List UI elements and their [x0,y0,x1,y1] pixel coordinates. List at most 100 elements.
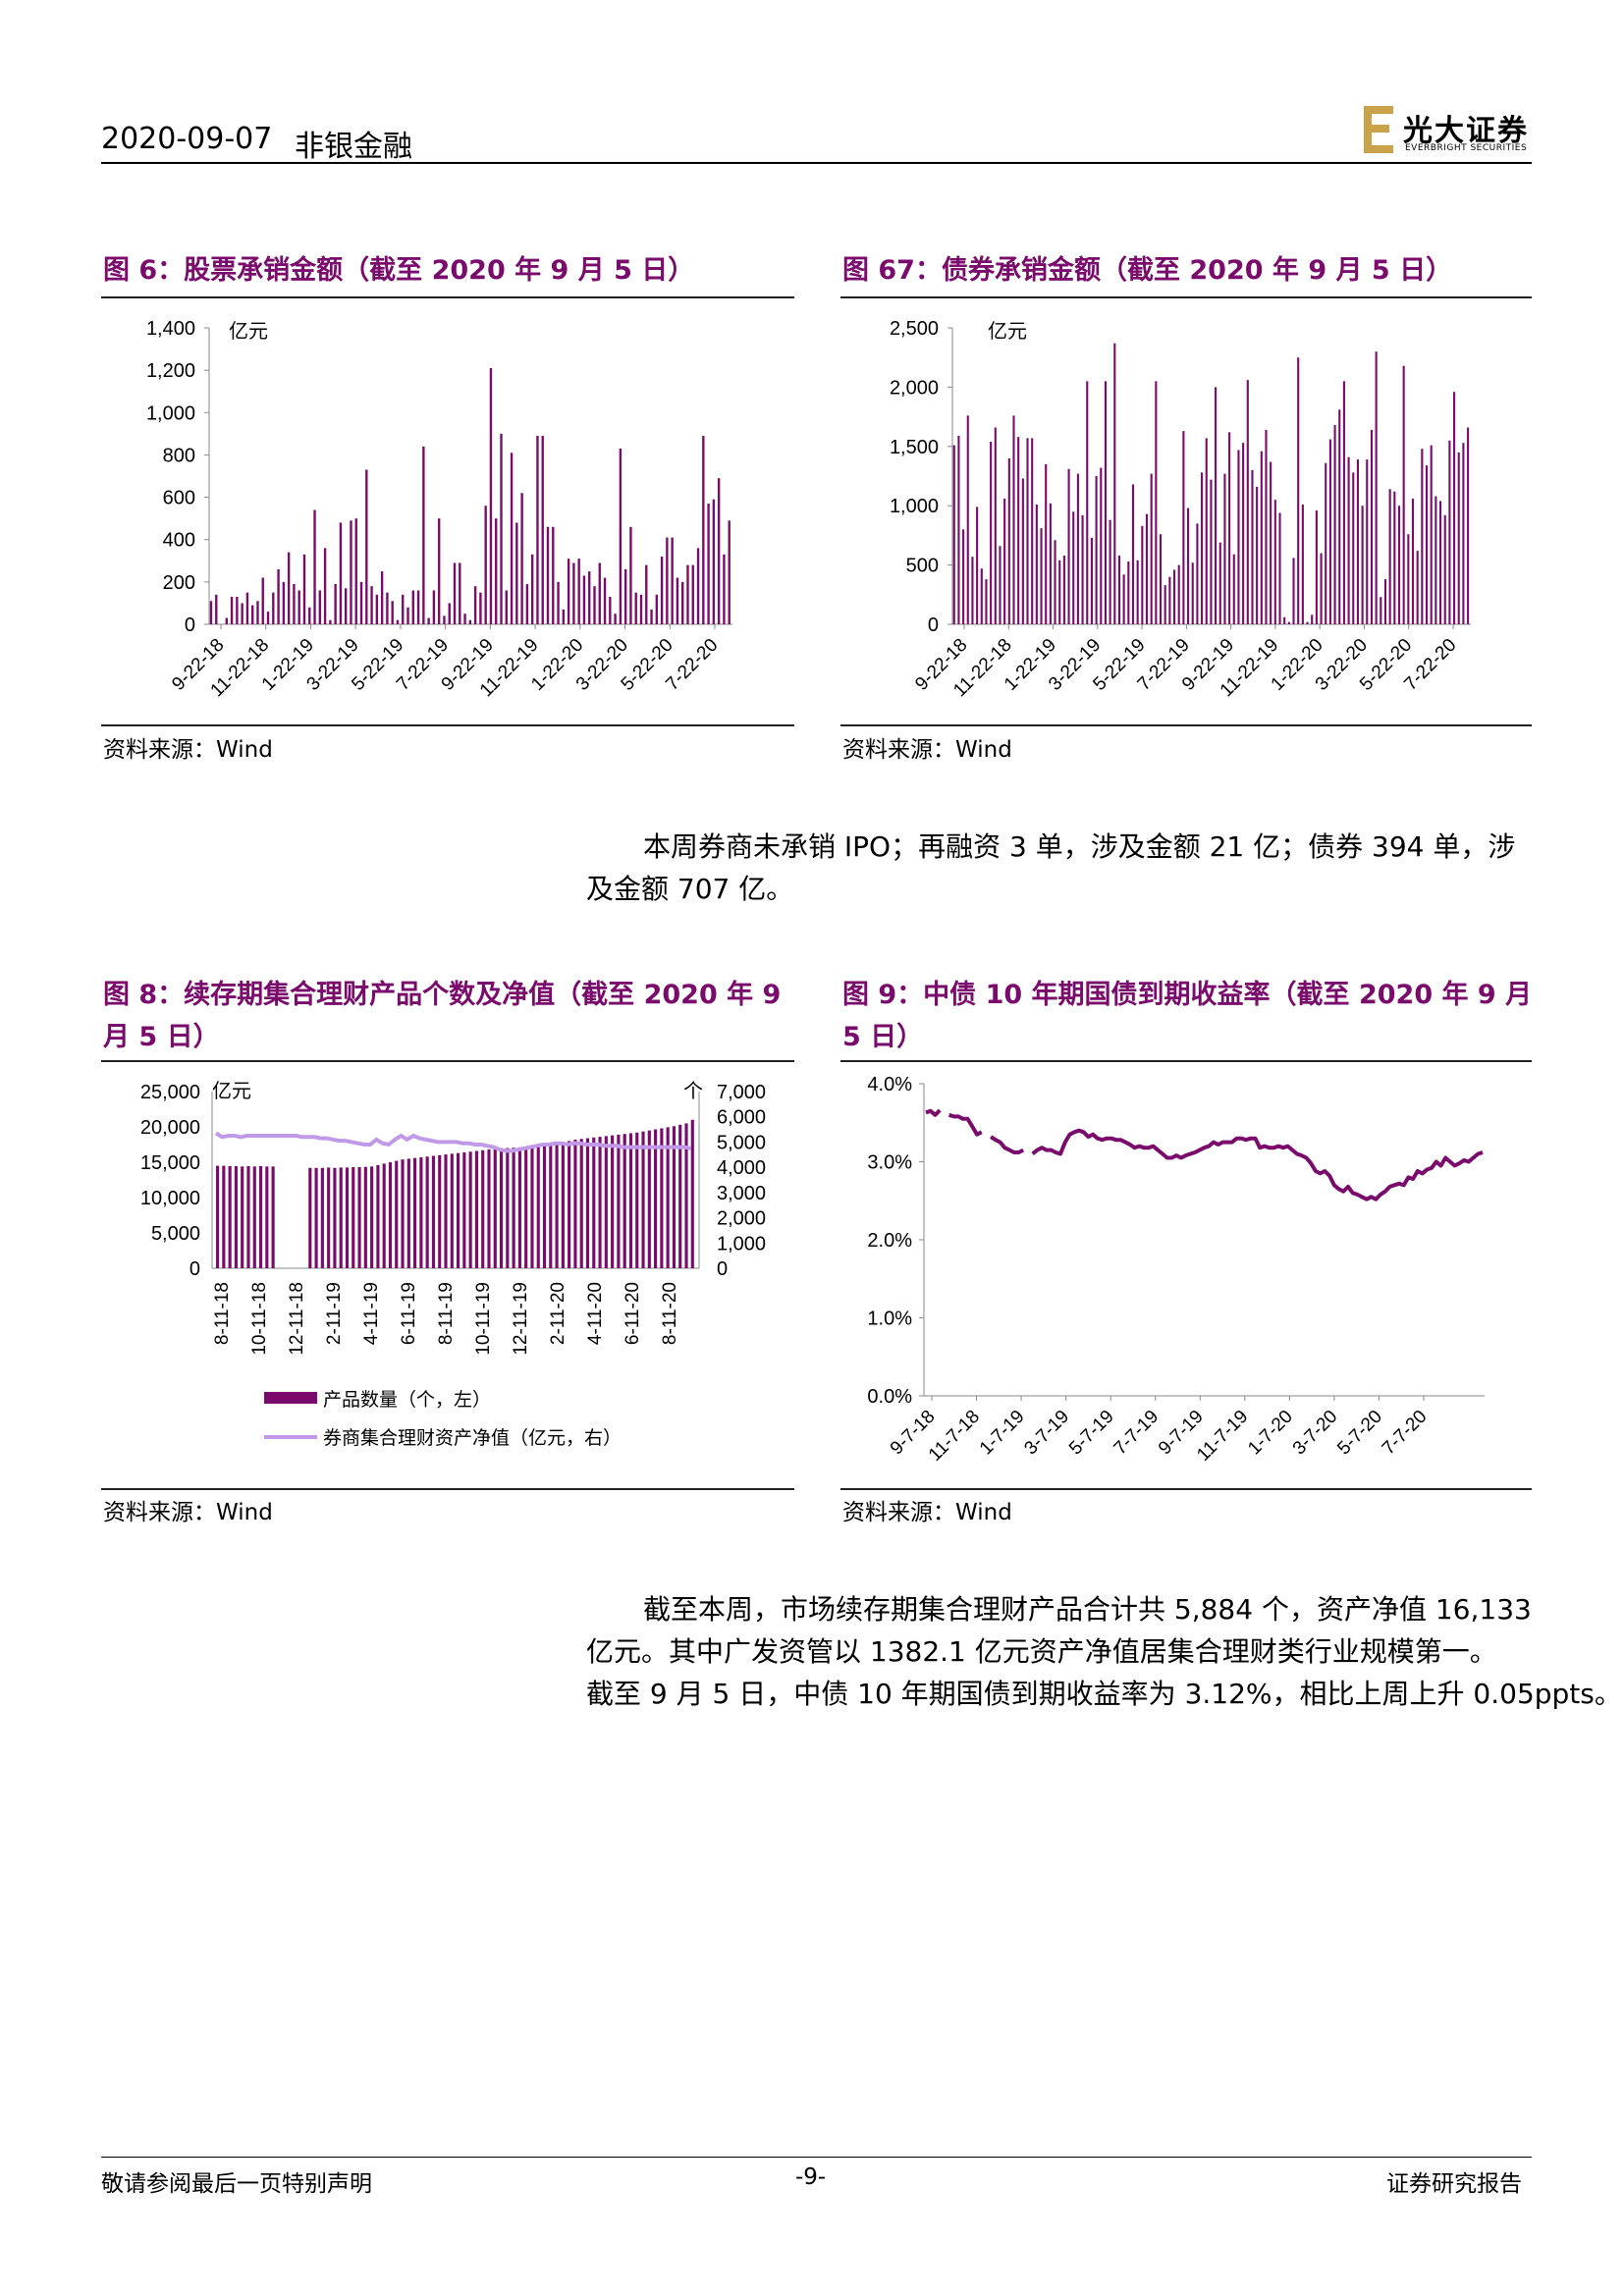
fig67-bar [1333,425,1336,624]
fig8-left-tick: 0 [189,1258,200,1280]
fig8-bar [265,1166,269,1268]
fig67-bar [1438,501,1442,624]
fig67-bar [1462,443,1465,624]
fig67-bar [1380,597,1382,624]
fig67-bar [1054,540,1056,624]
fig67-bar [1172,569,1176,624]
fig8-right-tick: 4,000 [717,1157,766,1179]
fig6-bar [402,594,405,624]
fig6-bar [344,588,348,624]
fig8-bar [425,1156,429,1268]
fig6-bar [645,564,648,624]
fig6-bar [623,568,627,624]
fig8-xtick-label: 4-11-19 [361,1282,382,1345]
fig8-right-tick: 3,000 [717,1183,766,1204]
fig6-bar [334,584,337,624]
fig6-bar [639,594,643,624]
para2-line2: 亿元。其中广发资管以 1382.1 亿元资产净值居集合理财类行业规模第一。 [586,1635,1497,1668]
fig67-chart: 2,5002,0001,5001,0005000亿元9-22-1811-22-1… [890,318,1471,701]
fig6-bar [375,594,379,624]
fig8-bar [628,1133,633,1268]
fig6-bar [209,601,213,624]
fig6-bar [619,448,623,624]
fig8-legend-line-label: 券商集合理财资产净值（亿元，右） [323,1427,622,1449]
fig8-left-tick: 15,000 [140,1152,200,1174]
fig67-bar [1164,585,1166,624]
fig9-bottom-rule [840,1488,1532,1490]
fig6-bar [572,562,575,624]
fig67-bar [990,441,993,624]
fig8-bar [647,1130,651,1268]
fig9-source: 资料来源：Wind [842,1500,1012,1525]
fig67-bar [1443,514,1446,624]
fig8-bar [549,1145,553,1268]
fig8-bottom-rule [101,1488,794,1490]
fig8-bar [382,1163,386,1268]
fig67-bar [1388,489,1391,624]
fig6-top-rule [101,296,794,298]
fig8-left-tick: 25,000 [140,1082,200,1103]
fig8-bar [320,1167,324,1268]
fig67-bar [1320,553,1323,624]
fig8-left-tick: 20,000 [140,1117,200,1139]
fig6-bar [215,594,218,624]
fig67-bar [1177,564,1180,624]
fig6-bar [463,614,466,624]
fig67-bar [1251,469,1254,624]
fig6-bar [256,601,259,624]
fig67-bar [1062,555,1065,624]
fig6-bar [225,617,228,624]
fig67-bar [1297,357,1300,624]
fig67-bar [1122,574,1125,624]
fig8-bar [542,1145,547,1268]
fig6-bar [696,548,700,624]
fig67-bar [962,529,965,624]
fig67-bar [1315,510,1318,624]
fig6-ytick-label: 1,000 [146,402,195,424]
fig67-bar [1215,387,1218,624]
fig8-bar [327,1167,331,1268]
fig8-xtick-label: 10-11-18 [249,1282,270,1356]
fig6-bar [723,554,726,624]
fig67-bar [1145,513,1149,624]
fig8-left-tick: 5,000 [151,1223,200,1245]
fig67-bar [1007,457,1010,624]
fig67-bar [1159,534,1163,624]
fig6-bar [396,619,400,624]
fig6-bar [329,619,332,624]
fig8-bar [345,1167,350,1268]
fig6-bar [230,596,234,624]
fig8-line [214,1131,692,1153]
fig6-bar [495,518,498,624]
fig67-bar [1035,504,1038,624]
fig67-bar [1467,427,1470,624]
fig8-bar [388,1162,393,1268]
fig6-bar [686,564,689,624]
fig6-ytick-label: 400 [163,530,195,552]
fig8-xtick-label: 2-11-19 [324,1282,345,1345]
fig67-bar [1237,450,1240,624]
fig6-bar [557,581,560,624]
fig8-bar [258,1165,263,1268]
fig6-bar [598,562,601,624]
fig8-bar [536,1146,540,1268]
fig67-bar [1278,512,1281,624]
fig67-bar [1021,478,1024,624]
fig8-bar [252,1166,256,1268]
fig6-bar [302,554,306,624]
fig8-bar [654,1129,658,1268]
fig8-bar [660,1128,664,1268]
fig8-bar [684,1123,688,1268]
fig9-xtick-label: 1-7-20 [1244,1407,1297,1460]
fig8-bar [506,1148,510,1268]
fig6-bar [515,522,518,624]
fig6-bar [530,554,534,624]
fig6-bar [577,559,580,624]
fig8-bar [690,1119,694,1268]
fig67-bar [1017,437,1020,624]
fig6-bar [236,596,239,624]
fig8-bar [216,1165,220,1268]
fig67-bar [952,445,955,624]
fig8-xtick-label: 8-11-18 [212,1282,233,1345]
fig67-bar [1040,528,1043,624]
